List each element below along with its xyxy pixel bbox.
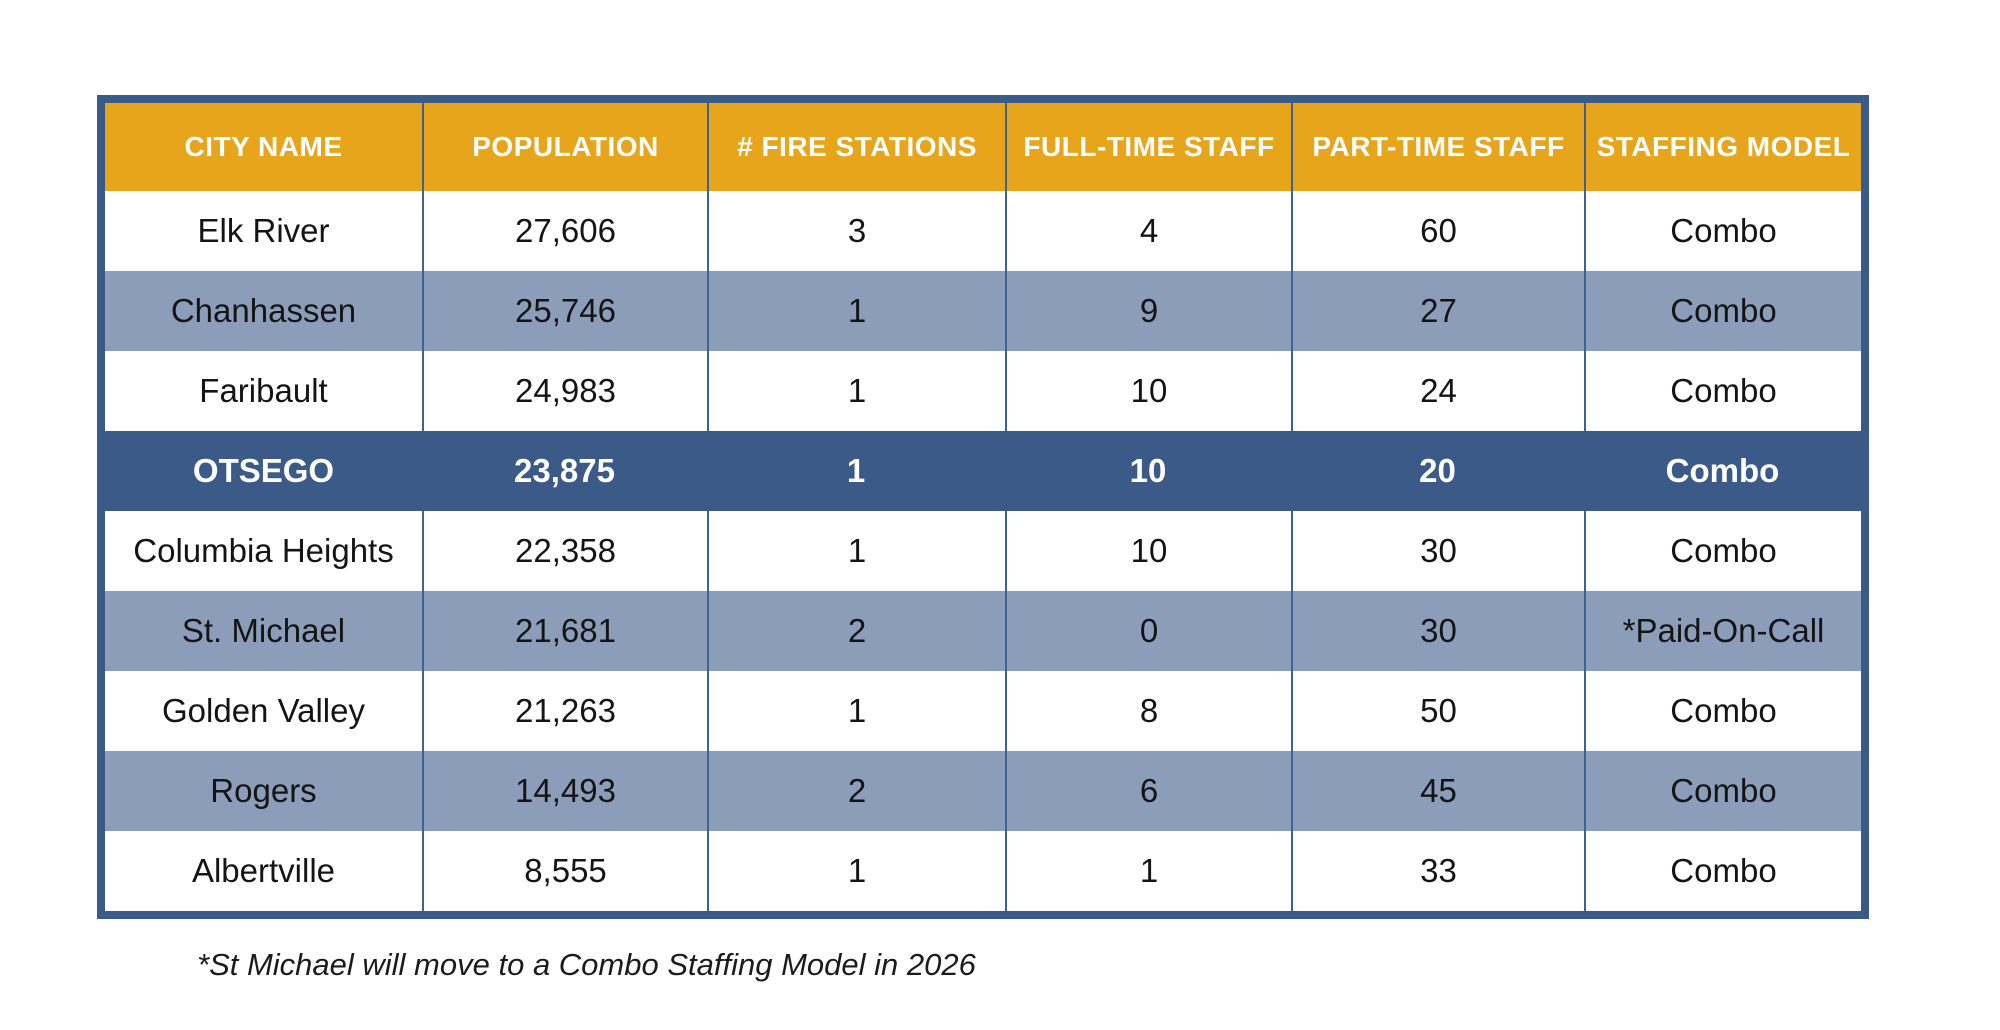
table-row-albertville: Albertville 8,555 1 1 33 Combo	[105, 831, 1861, 911]
cell-fire-stations: 1	[707, 351, 1005, 431]
cell-city-name: Golden Valley	[161, 692, 365, 729]
cell-staffing-model: *Paid-On-Call	[1584, 591, 1861, 671]
table-body: Elk River 27,606 3 4 60 Combo Chanhassen 25,746…	[97, 191, 1869, 911]
cell-fire-stations: 2	[707, 591, 1005, 671]
cell-city-name: St. Michael	[181, 612, 346, 649]
cell-part-time-staff: 30	[1291, 591, 1584, 671]
cell-full-time-staff: 10	[1005, 511, 1291, 591]
cell-staffing-model: Combo	[1584, 831, 1861, 911]
cell-part-time-staff: 33	[1291, 831, 1584, 911]
cell-part-time-staff: 20	[1419, 452, 1456, 489]
cell-fire-stations: 1	[707, 671, 1005, 751]
cell-fire-stations: 2	[707, 751, 1005, 831]
table-row-columbia-heights: Columbia Heights 22,358 1 10 30 Combo	[105, 511, 1861, 591]
cell-full-time-staff: 8	[1005, 671, 1291, 751]
cell-population: 22,358	[422, 511, 707, 591]
table-row-highlight-otsego: OTSEGO 23,875 1 10 20 Combo	[97, 431, 1869, 511]
cell-part-time-staff: 50	[1291, 671, 1584, 751]
cell-full-time-staff: 10	[1005, 351, 1291, 431]
cell-population: 24,983	[422, 351, 707, 431]
cell-part-time-staff: 24	[1291, 351, 1584, 431]
cell-population: 14,493	[422, 751, 707, 831]
table-row-chanhassen: Chanhassen 25,746 1 9 27 Combo	[105, 271, 1861, 351]
column-header-full-time-staff: FULL-TIME STAFF	[1005, 103, 1291, 191]
cell-population: 8,555	[422, 831, 707, 911]
cell-staffing-model: Combo	[1584, 191, 1861, 271]
cell-population: 27,606	[422, 191, 707, 271]
cell-city-name: Albertville	[191, 852, 336, 889]
cell-fire-stations: 3	[707, 191, 1005, 271]
cell-city-name: OTSEGO	[192, 452, 335, 489]
cell-city-name: Rogers	[210, 772, 317, 809]
cell-staffing-model: Combo	[1584, 671, 1861, 751]
column-header-city-name: CITY NAME	[184, 131, 343, 162]
cell-population: 21,263	[422, 671, 707, 751]
cell-staffing-model: Combo	[1584, 271, 1861, 351]
column-header-population: POPULATION	[422, 103, 707, 191]
cell-full-time-staff: 4	[1005, 191, 1291, 271]
cell-city-name: Faribault	[199, 372, 328, 409]
cell-staffing-model: Combo	[1665, 452, 1780, 489]
cell-population: 25,746	[422, 271, 707, 351]
column-header-part-time-staff: PART-TIME STAFF	[1291, 103, 1584, 191]
fire-department-comparison-table: CITY NAME POPULATION # FIRE STATIONS FULL-T…	[97, 95, 1869, 919]
table-row-faribault: Faribault 24,983 1 10 24 Combo	[105, 351, 1861, 431]
cell-full-time-staff: 0	[1005, 591, 1291, 671]
cell-city-name: Chanhassen	[170, 292, 357, 329]
cell-part-time-staff: 60	[1291, 191, 1584, 271]
table-row-elk-river: Elk River 27,606 3 4 60 Combo	[105, 191, 1861, 271]
table-row-golden-valley: Golden Valley 21,263 1 8 50 Combo	[105, 671, 1861, 751]
table-header-row: CITY NAME POPULATION # FIRE STATIONS FULL-T…	[105, 103, 1861, 191]
cell-part-time-staff: 30	[1291, 511, 1584, 591]
table-row-st-michael: St. Michael 21,681 2 0 30 *Paid-On-Call	[105, 591, 1861, 671]
cell-staffing-model: Combo	[1584, 511, 1861, 591]
table-row-rogers: Rogers 14,493 2 6 45 Combo	[105, 751, 1861, 831]
cell-full-time-staff: 9	[1005, 271, 1291, 351]
footnote: *St Michael will move to a Combo Staffin…	[197, 947, 976, 982]
cell-city-name: Columbia Heights	[133, 532, 394, 569]
cell-full-time-staff: 6	[1005, 751, 1291, 831]
cell-full-time-staff: 10	[1129, 452, 1167, 489]
column-header-staffing-model: STAFFING MODEL	[1584, 103, 1861, 191]
cell-fire-stations: 1	[846, 452, 866, 489]
column-header-fire-stations: # FIRE STATIONS	[707, 103, 1005, 191]
cell-staffing-model: Combo	[1584, 751, 1861, 831]
cell-city-name: Elk River	[197, 212, 330, 249]
cell-staffing-model: Combo	[1584, 351, 1861, 431]
cell-population: 21,681	[422, 591, 707, 671]
cell-full-time-staff: 1	[1005, 831, 1291, 911]
cell-population: 23,875	[514, 452, 615, 489]
cell-fire-stations: 1	[707, 831, 1005, 911]
cell-part-time-staff: 45	[1291, 751, 1584, 831]
cell-part-time-staff: 27	[1291, 271, 1584, 351]
cell-fire-stations: 1	[707, 271, 1005, 351]
cell-fire-stations: 1	[707, 511, 1005, 591]
